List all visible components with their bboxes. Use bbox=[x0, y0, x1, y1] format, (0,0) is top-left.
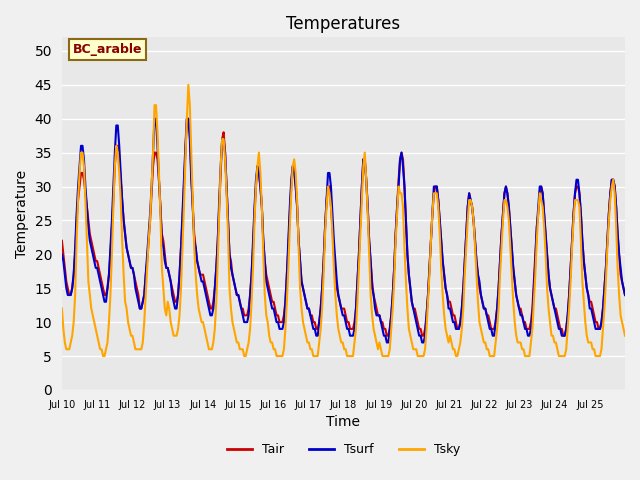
Tsurf bbox=[383, 339, 390, 345]
Tsky bbox=[621, 333, 629, 338]
Tair bbox=[383, 333, 390, 338]
Tsky bbox=[351, 339, 358, 345]
Tsky bbox=[546, 319, 554, 325]
Tair bbox=[183, 116, 191, 121]
Tsurf bbox=[462, 231, 470, 237]
Text: BC_arable: BC_arable bbox=[73, 43, 143, 56]
Legend: Tair, Tsurf, Tsky: Tair, Tsurf, Tsky bbox=[222, 438, 465, 461]
Tsurf bbox=[150, 116, 158, 121]
Line: Tsky: Tsky bbox=[62, 85, 625, 356]
Tair bbox=[462, 231, 470, 237]
Tsurf bbox=[58, 252, 66, 257]
Line: Tsurf: Tsurf bbox=[62, 119, 625, 342]
Tsurf bbox=[95, 272, 102, 277]
Tsky bbox=[99, 353, 107, 359]
Tsky bbox=[95, 339, 102, 345]
Line: Tair: Tair bbox=[62, 119, 625, 336]
Tsurf bbox=[621, 292, 629, 298]
Tsky bbox=[58, 306, 66, 312]
Tair bbox=[95, 265, 102, 271]
Tair bbox=[349, 326, 357, 332]
Tsurf bbox=[77, 143, 85, 149]
Tsky bbox=[184, 82, 192, 88]
Tsurf bbox=[546, 285, 554, 291]
Tair bbox=[546, 285, 554, 291]
X-axis label: Time: Time bbox=[326, 415, 360, 429]
Tair bbox=[620, 285, 627, 291]
Tsurf bbox=[349, 333, 357, 338]
Tsky bbox=[462, 245, 470, 251]
Tair bbox=[621, 292, 629, 298]
Y-axis label: Temperature: Temperature bbox=[15, 169, 29, 258]
Tair bbox=[77, 170, 85, 176]
Tsky bbox=[620, 326, 627, 332]
Title: Temperatures: Temperatures bbox=[286, 15, 401, 33]
Tair bbox=[58, 238, 66, 244]
Tsky bbox=[77, 150, 85, 156]
Tsurf bbox=[620, 285, 627, 291]
